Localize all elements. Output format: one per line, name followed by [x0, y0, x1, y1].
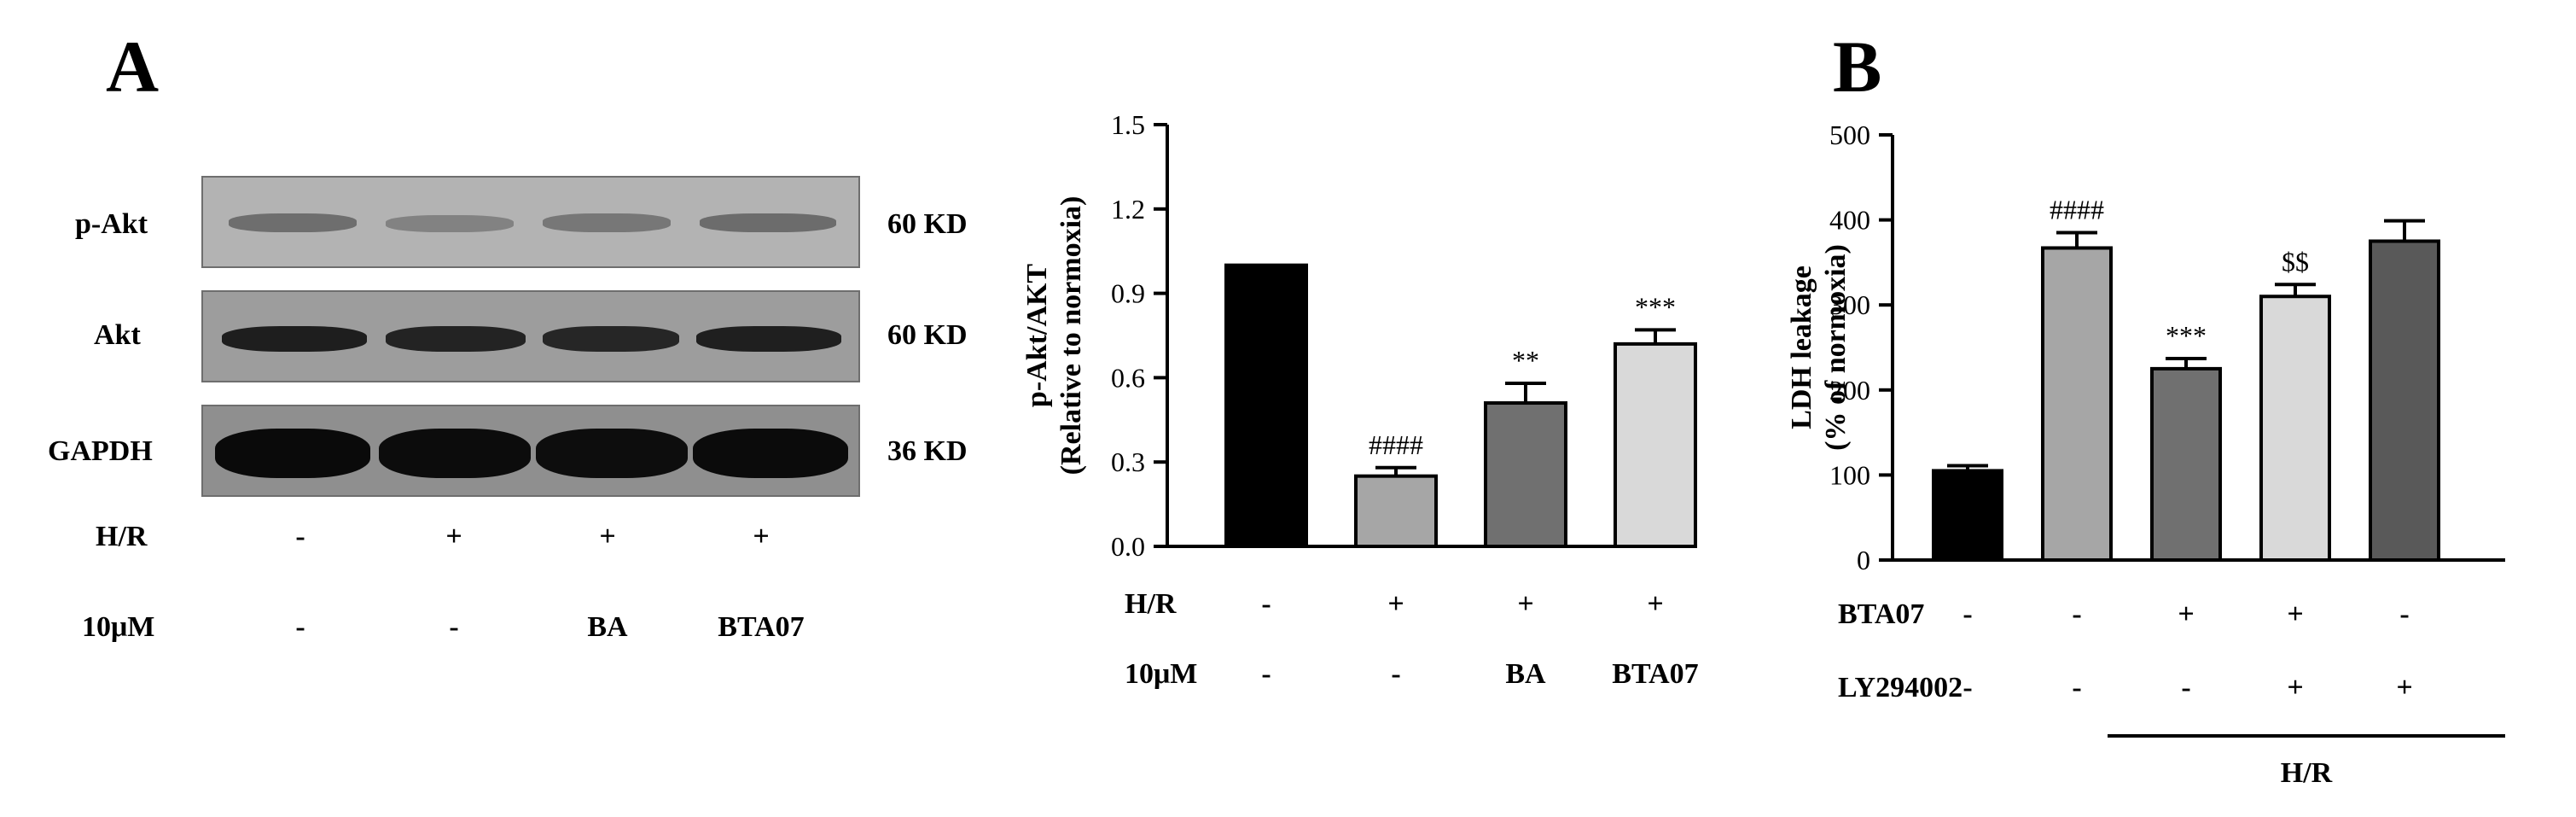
y-tick-label: 1.5 — [1111, 109, 1145, 140]
condition-value: + — [753, 521, 770, 552]
y-tick-label: 0.0 — [1111, 531, 1145, 562]
condition-value: + — [1647, 588, 1663, 620]
y-axis-label-line2: (Relative to normoxia) — [1055, 196, 1087, 476]
condition-value: - — [295, 611, 305, 643]
significance-label: *** — [2166, 320, 2207, 351]
condition-value: + — [2178, 598, 2194, 630]
condition-label: 10μM — [82, 611, 155, 643]
blot-protein-label: Akt — [94, 319, 141, 351]
blot-strip-p-akt — [201, 176, 860, 268]
condition-value: + — [1517, 588, 1533, 620]
condition-value: + — [2396, 672, 2412, 703]
bar — [1484, 401, 1567, 549]
condition-value: BA — [1505, 658, 1546, 690]
bar — [1614, 341, 1697, 548]
condition-value: - — [1391, 658, 1400, 690]
significance-label: #### — [1369, 429, 1423, 460]
condition-value: - — [2072, 672, 2081, 703]
condition-label: H/R — [1125, 588, 1177, 620]
significance-label: *** — [1635, 291, 1676, 322]
bar — [2369, 239, 2440, 562]
significance-label: $$ — [2282, 246, 2309, 277]
y-tick-label: 0 — [1857, 545, 1870, 575]
y-axis-label: LDH leakage — [1786, 266, 1817, 429]
chart-b: 0 100 200 300 400 500 LDH leakage (% of normoxi… — [1786, 120, 2505, 789]
condition-value: + — [2287, 672, 2303, 703]
bar — [2259, 295, 2331, 562]
condition-value: + — [2287, 598, 2303, 630]
chart-a: 0.0 0.3 0.6 0.9 1.2 1.5 p-Akt/AKT (Relative to … — [1021, 109, 1699, 690]
condition-value: BTA07 — [718, 611, 805, 643]
blot-strip-akt — [201, 290, 860, 382]
y-tick-label: 0.9 — [1111, 278, 1145, 309]
condition-label: H/R — [96, 521, 148, 552]
blot-weight-label: 60 KD — [887, 208, 968, 240]
y-tick-label: 100 — [1829, 459, 1870, 490]
blot-strip-gapdh — [201, 405, 860, 497]
condition-value: - — [2181, 672, 2190, 703]
panel-b-letter: B — [1833, 26, 1882, 108]
condition-value: - — [2399, 598, 2409, 630]
bar — [2150, 366, 2222, 562]
condition-value: - — [1963, 598, 1972, 630]
blot-weight-label: 36 KD — [887, 435, 968, 467]
blot-protein-label: p-Akt — [75, 208, 148, 240]
condition-label: LY294002 — [1838, 672, 1963, 703]
condition-value: BTA07 — [1612, 658, 1698, 690]
y-tick-label: 500 — [1829, 120, 1870, 150]
bar — [1224, 263, 1308, 548]
y-tick-label: 0.3 — [1111, 446, 1145, 477]
condition-label: BTA07 — [1838, 598, 1924, 630]
bar — [1932, 469, 2003, 562]
condition-value: - — [2072, 598, 2081, 630]
panel-a-letter: A — [106, 26, 160, 108]
y-axis-label-line2: (% of normoxia) — [1820, 244, 1852, 451]
condition-value: - — [1261, 588, 1271, 620]
y-tick-label: 0.6 — [1111, 362, 1145, 393]
significance-label: #### — [2050, 195, 2104, 225]
y-tick-label: 400 — [1829, 205, 1870, 236]
y-tick-label: 1.2 — [1111, 194, 1145, 225]
y-axis-label: p-Akt/AKT — [1021, 264, 1053, 407]
condition-value: - — [295, 521, 305, 552]
condition-value: - — [1963, 672, 1972, 703]
bar — [2041, 246, 2113, 562]
condition-value: + — [599, 521, 616, 552]
condition-label: 10μM — [1125, 658, 1197, 690]
bar — [1354, 474, 1438, 549]
condition-value: - — [1261, 658, 1271, 690]
blot-protein-label: GAPDH — [48, 435, 153, 467]
y-tick-label: 300 — [1829, 289, 1870, 320]
condition-value: + — [1387, 588, 1404, 620]
y-tick-label: 200 — [1829, 375, 1870, 406]
significance-label: ** — [1512, 345, 1539, 376]
condition-value: + — [445, 521, 462, 552]
group-label: H/R — [2281, 757, 2333, 789]
blot-weight-label: 60 KD — [887, 319, 968, 351]
condition-value: BA — [587, 611, 628, 643]
condition-value: - — [449, 611, 459, 643]
